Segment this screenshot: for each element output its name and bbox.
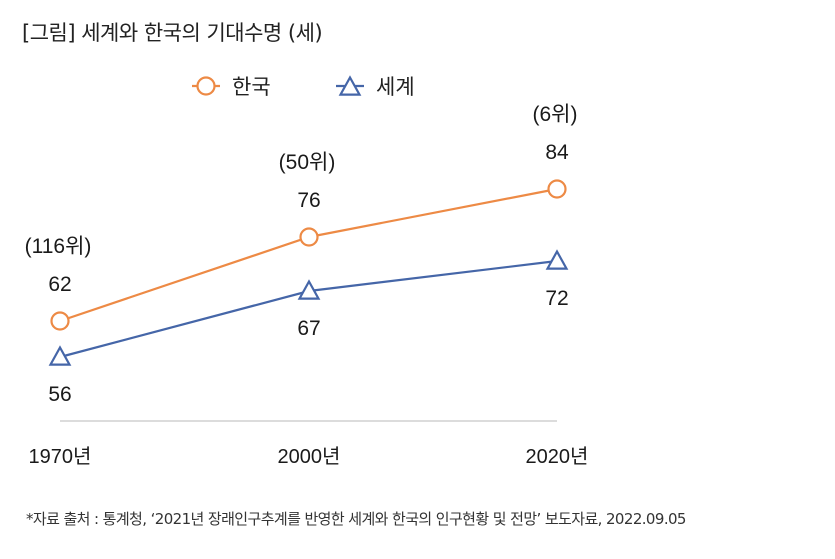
data-label: 72 — [545, 287, 568, 310]
x-tick-label: 2000년 — [278, 445, 341, 468]
data-point — [299, 227, 319, 247]
data-label: 76 — [297, 189, 320, 212]
series-line-world — [59, 259, 558, 359]
legend-label: 세계 — [376, 75, 415, 99]
data-label: 84 — [545, 141, 569, 164]
data-label: 67 — [297, 317, 320, 340]
x-tick-label: 1970년 — [29, 445, 92, 468]
legend-label: 한국 — [232, 75, 271, 99]
data-point — [48, 345, 72, 366]
rank-annotation: (116위) — [25, 235, 92, 258]
source-note: *자료 출처 : 통계청, ‘2021년 장래인구추계를 반영한 세계와 한국의… — [26, 510, 686, 528]
rank-annotation: (50위) — [279, 151, 336, 174]
rank-annotation: (6위) — [533, 103, 578, 126]
data-point — [297, 279, 321, 300]
data-point — [545, 249, 569, 270]
data-label: 56 — [48, 383, 71, 406]
chart-title: [그림] 세계와 한국의 기대수명 (세) — [22, 21, 323, 45]
data-point — [547, 179, 567, 199]
data-label: 62 — [48, 273, 71, 296]
legend-marker-triangle-icon — [338, 75, 362, 96]
data-point — [50, 311, 70, 331]
legend-marker-circle-icon — [196, 76, 216, 96]
x-tick-label: 2020년 — [526, 445, 589, 468]
